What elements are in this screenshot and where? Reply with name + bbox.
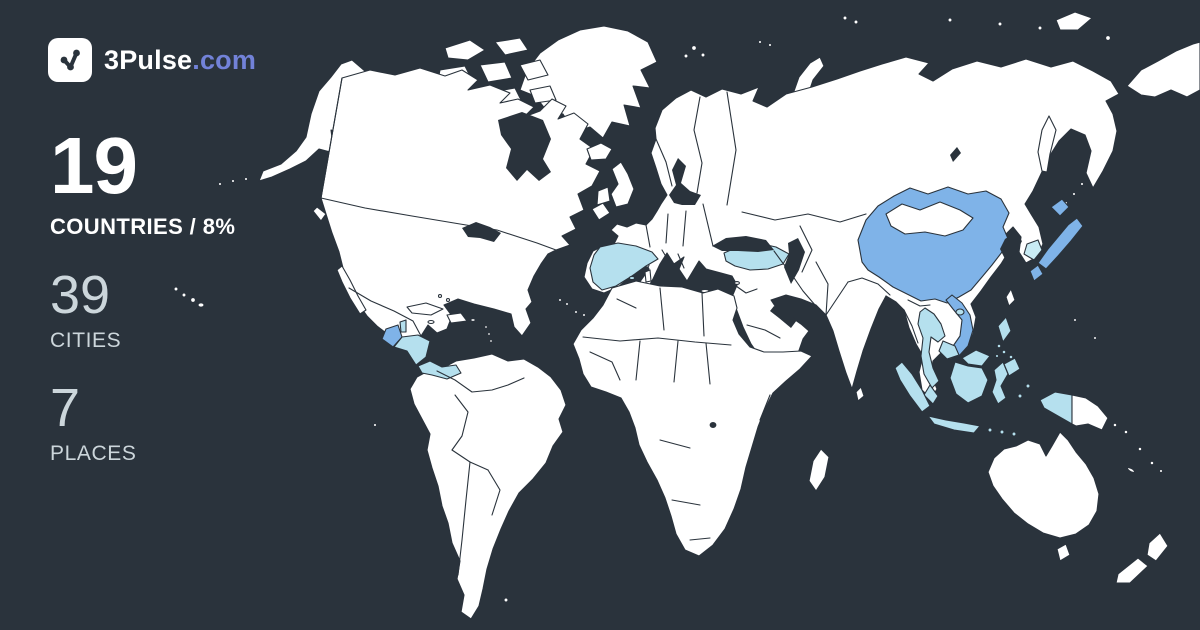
region-south-korea (1023, 239, 1043, 261)
region-hainan (955, 308, 965, 316)
layer-water (462, 112, 1022, 428)
layer-land (173, 11, 1200, 620)
layer-white-overlays (885, 201, 1109, 431)
region-mongolia (885, 201, 974, 237)
water-caspian-sea (784, 238, 805, 284)
region-japan-honshu (1037, 217, 1084, 270)
region-balearics (628, 275, 636, 281)
region-philippines-luzon (997, 316, 1012, 343)
region-malaysia-borneo (961, 349, 991, 367)
region-malaysia-peninsular (923, 384, 939, 405)
region-sumatra (894, 361, 931, 413)
region-cambodia (938, 340, 960, 360)
logo-text: 3Pulse .com (104, 45, 256, 76)
region-australia (987, 431, 1100, 539)
region-philippines-mindanao (1003, 357, 1021, 377)
logo-tld: .com (192, 44, 257, 75)
region-taiwan (1005, 288, 1016, 307)
water-lake-baikal (950, 147, 961, 162)
logo: 3Pulse .com (48, 38, 256, 82)
region-africa (572, 280, 813, 557)
region-cuba (406, 302, 444, 316)
water-hudson-bay (498, 112, 551, 181)
water-baltic-sea (669, 158, 701, 205)
cities-label: CITIES (50, 329, 122, 352)
region-java (927, 415, 981, 434)
countries-count: 19 (50, 121, 138, 210)
logo-box (48, 38, 92, 82)
region-kalimantan (949, 361, 989, 404)
region-sakhalin (1037, 115, 1057, 173)
cities-count: 39 (50, 265, 111, 325)
pulse-nodes-icon (60, 49, 80, 70)
region-eurasia (583, 56, 1120, 400)
region-uk (610, 161, 635, 208)
water-great-lakes (462, 222, 501, 242)
water-lake-victoria (709, 422, 717, 428)
region-costa-rica-panama (417, 360, 462, 380)
region-newfoundland (591, 202, 611, 221)
layer-visited-pale (1023, 239, 1043, 261)
region-honduras-nicaragua (393, 334, 431, 366)
region-iceland (586, 142, 613, 161)
region-new-zealand-north (1146, 532, 1169, 562)
region-japan-hokkaido (1050, 198, 1070, 217)
logo-brand: 3Pulse (104, 44, 193, 75)
region-belize (399, 319, 407, 333)
region-thailand (917, 307, 946, 389)
region-new-zealand-south (1115, 557, 1149, 584)
region-ireland (596, 186, 611, 206)
places-count: 7 (50, 378, 81, 438)
countries-label: COUNTRIES / 8% (50, 214, 236, 239)
region-madagascar (808, 448, 830, 492)
water-yellow-sea (1000, 233, 1022, 261)
layer-borders (320, 77, 931, 576)
water-black-sea (712, 236, 774, 252)
stats-panel: 19 COUNTRIES / 8% 39 CITIES 7 PLACES (50, 121, 236, 465)
region-papua-new-guinea (1071, 394, 1109, 431)
region-tasmania (1056, 543, 1071, 562)
region-south-america (409, 353, 567, 620)
region-japan-kyushu (1029, 264, 1044, 282)
water-persian-gulf (770, 306, 797, 328)
places-label: PLACES (50, 442, 137, 465)
region-chukotka (1126, 41, 1200, 98)
